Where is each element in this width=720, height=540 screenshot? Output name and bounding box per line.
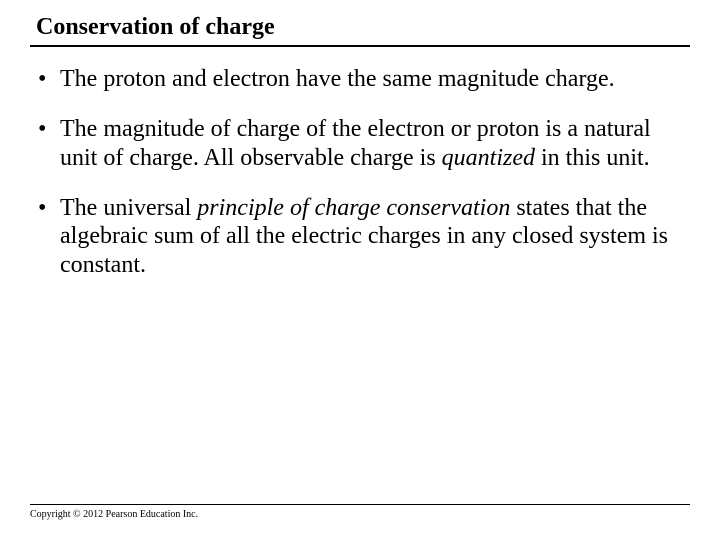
bullet-item: The universal principle of charge conser… (36, 194, 690, 279)
bullet-list: The proton and electron have the same ma… (30, 65, 690, 279)
copyright-text: Copyright © 2012 Pearson Education Inc. (30, 509, 690, 520)
bullet-item: The magnitude of charge of the electron … (36, 115, 690, 172)
text-run: principle of charge conservation (197, 195, 510, 221)
text-run: The proton and electron have the same ma… (60, 66, 615, 92)
footer: Copyright © 2012 Pearson Education Inc. (30, 504, 690, 520)
text-run: in this unit. (535, 145, 650, 171)
text-run: quantized (442, 145, 535, 171)
slide: Conservation of charge The proton and el… (0, 0, 720, 540)
title-rule (30, 45, 690, 47)
footer-rule (30, 504, 690, 505)
bullet-item: The proton and electron have the same ma… (36, 65, 690, 93)
slide-title: Conservation of charge (30, 14, 690, 41)
text-run: The universal (60, 195, 197, 221)
